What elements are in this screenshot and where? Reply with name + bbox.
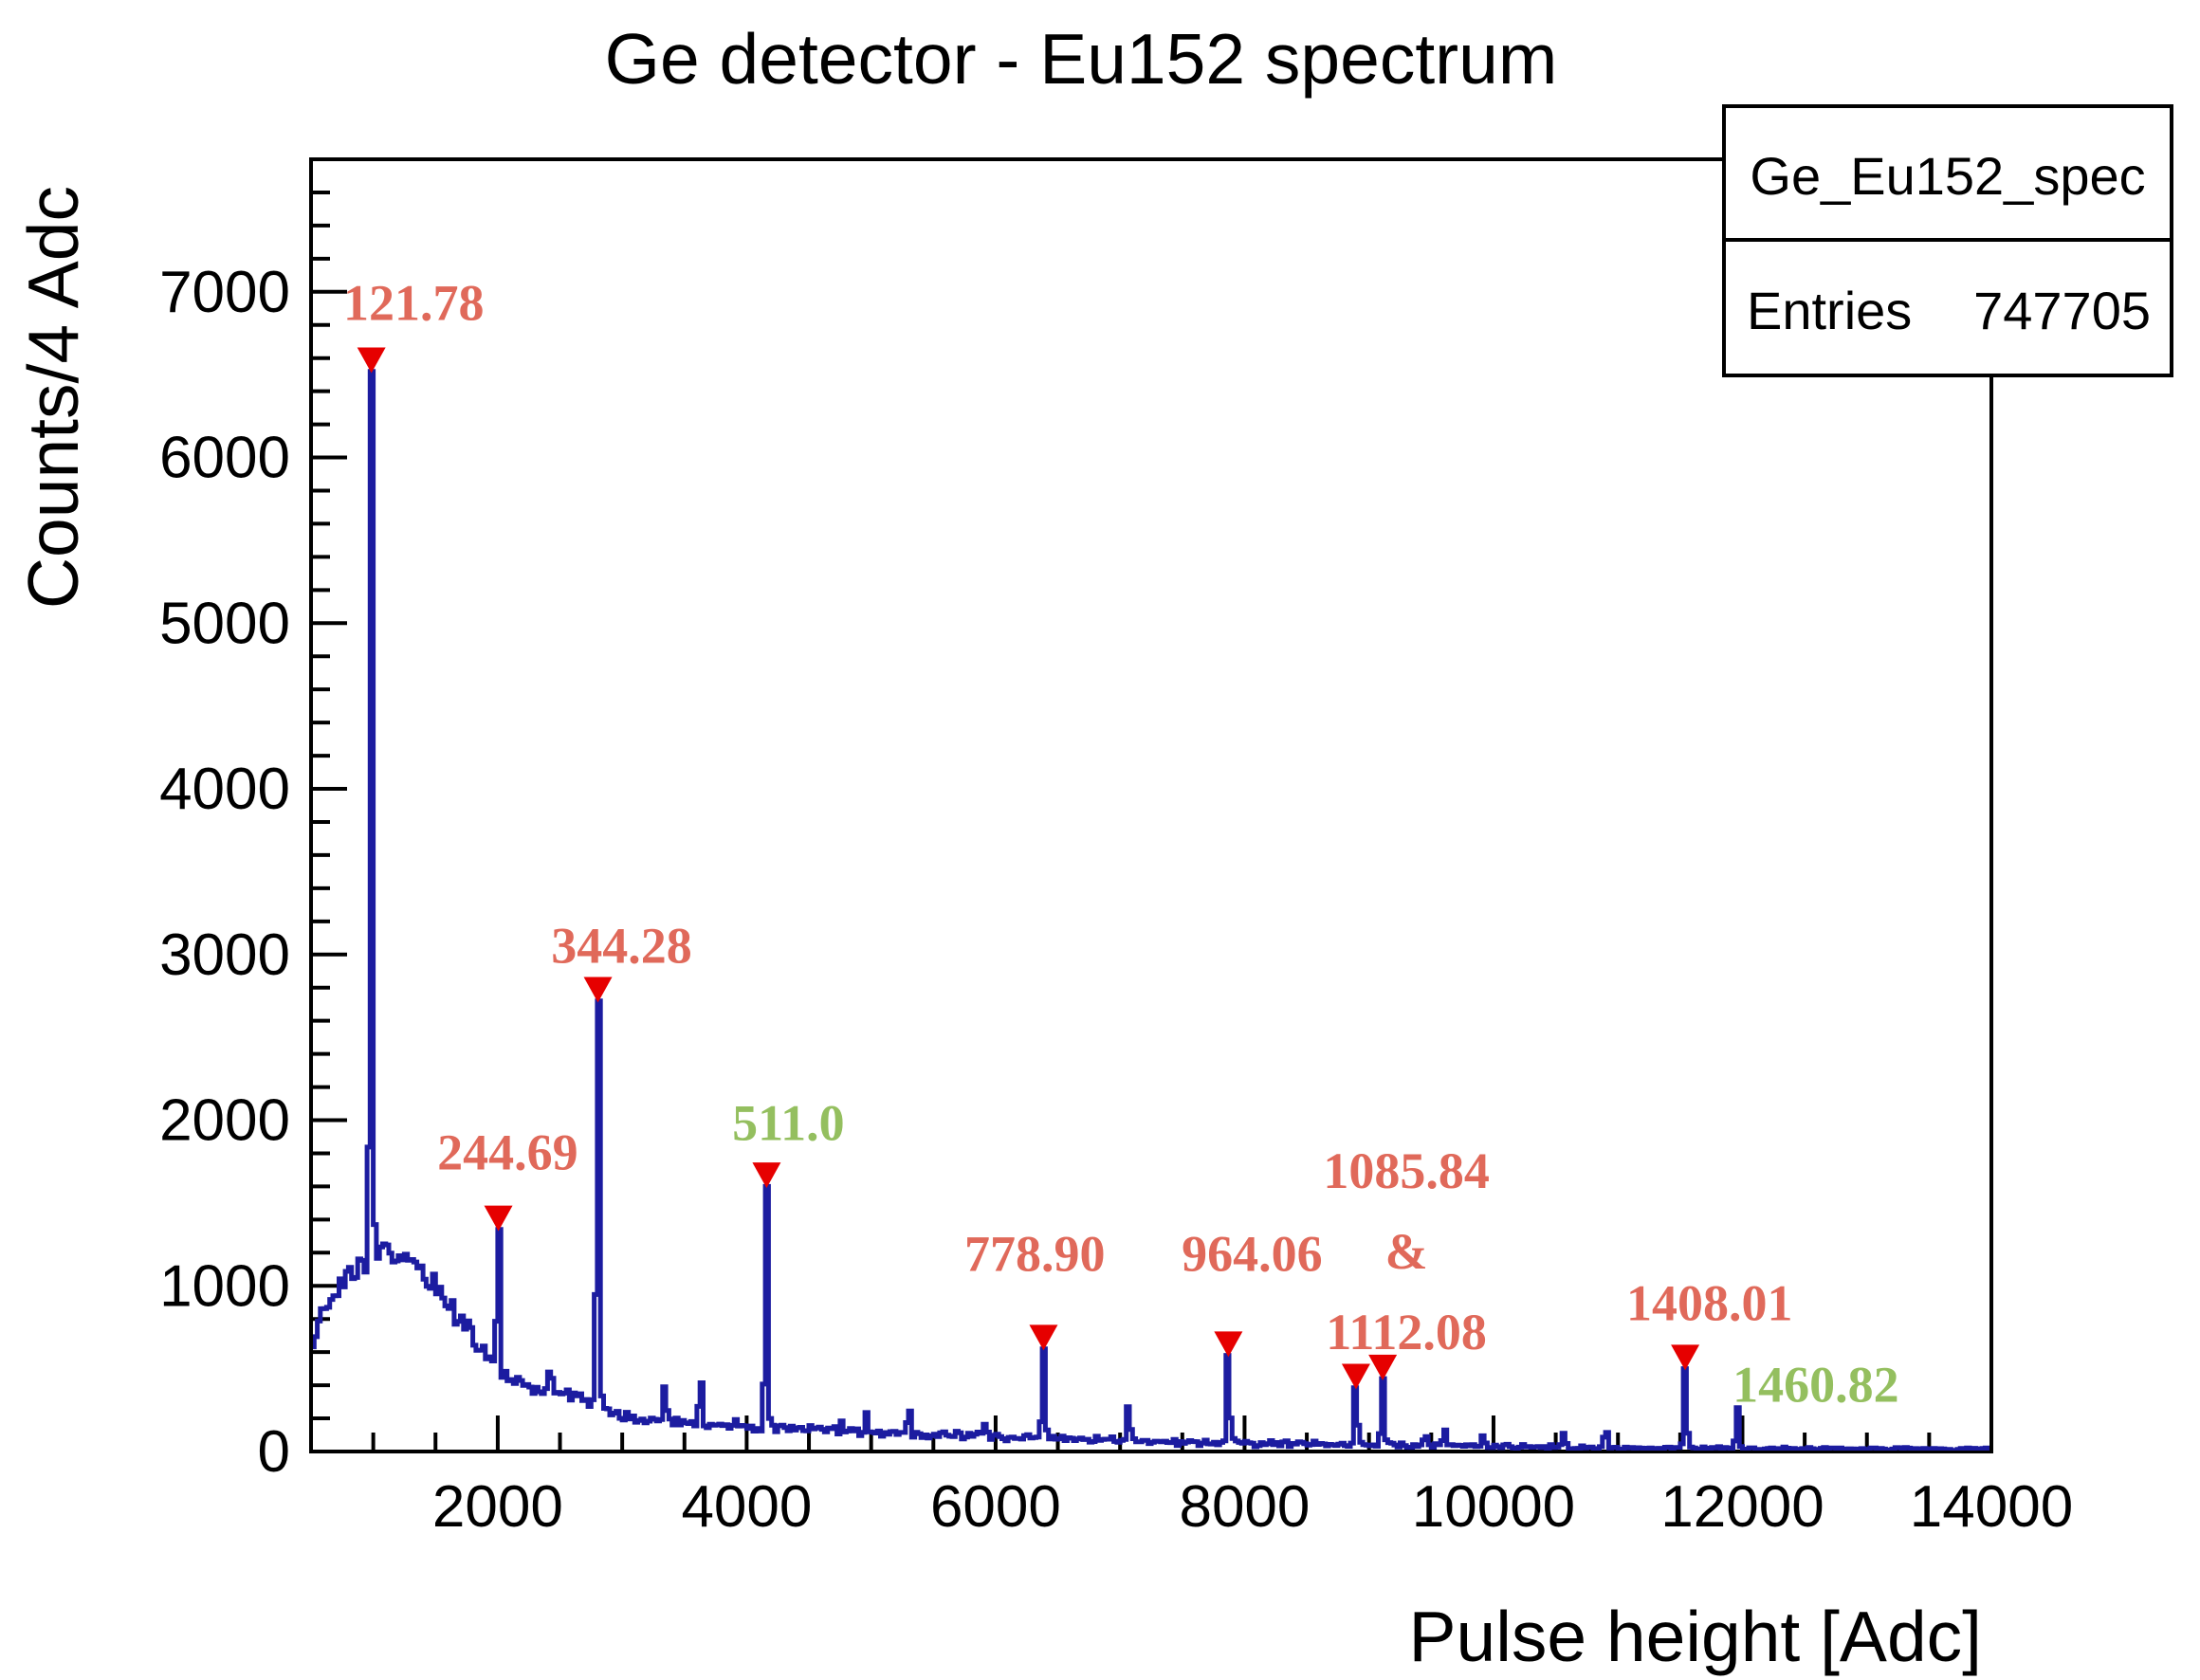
x-axis-title: Pulse height [Adc] — [1408, 1597, 1982, 1676]
peak-energy-label: & — [1385, 1223, 1428, 1280]
peak-marker-triangle-icon — [1368, 1354, 1398, 1380]
y-tick-label: 2000 — [159, 1088, 290, 1154]
peak-energy-label: 1460.82 — [1732, 1356, 1899, 1413]
stats-box: Ge_Eu152_spec Entries 747705 — [1722, 104, 2173, 377]
x-tick-label: 2000 — [432, 1474, 563, 1540]
peak-marker-triangle-icon — [1214, 1331, 1243, 1358]
x-tick-label: 4000 — [681, 1474, 812, 1540]
x-axis-tick-labels: 2000 4000 6000 8000 10000 12000 14000 — [432, 1474, 2073, 1540]
x-tick-label: 14000 — [1910, 1474, 2073, 1540]
peak-energy-label: 511.0 — [732, 1094, 845, 1151]
y-tick-label: 1000 — [159, 1253, 290, 1319]
peak-energy-label: 244.69 — [437, 1124, 578, 1181]
peak-energy-label: 778.90 — [964, 1225, 1106, 1282]
stats-box-entries-label: Entries — [1747, 281, 1912, 340]
y-axis-title: Counts/4 Adc — [13, 186, 93, 609]
x-tick-label: 12000 — [1660, 1474, 1824, 1540]
peak-energy-labels: 121.78 244.69 344.28 511.0 778.90 964.061085.… — [343, 274, 1899, 1413]
y-tick-label: 0 — [258, 1419, 290, 1485]
x-tick-label: 8000 — [1179, 1474, 1310, 1540]
peak-energy-label: 1085.84 — [1323, 1142, 1490, 1199]
chart-title: Ge detector - Eu152 spectrum — [605, 19, 1558, 99]
y-tick-label: 4000 — [159, 757, 290, 822]
peak-markers — [357, 347, 1700, 1390]
y-axis-tick-labels: 0 1000 2000 3000 4000 5000 6000 7000 — [159, 260, 290, 1485]
y-tick-label: 5000 — [159, 591, 290, 656]
peak-marker-triangle-icon — [752, 1162, 781, 1189]
x-tick-label: 10000 — [1412, 1474, 1575, 1540]
peak-energy-label: 964.06 — [1182, 1225, 1323, 1282]
peak-marker-triangle-icon — [484, 1205, 513, 1232]
peak-marker-triangle-icon — [1341, 1363, 1370, 1390]
peak-marker-triangle-icon — [1029, 1324, 1058, 1351]
peak-energy-label: 1408.01 — [1626, 1275, 1793, 1332]
peak-marker-triangle-icon — [1671, 1344, 1700, 1371]
y-tick-label: 7000 — [159, 260, 290, 325]
stats-box-entries-value: 747705 — [1973, 281, 2151, 340]
y-tick-label: 6000 — [159, 426, 290, 491]
peak-energy-label: 1112.08 — [1326, 1304, 1487, 1360]
x-tick-label: 6000 — [930, 1474, 1061, 1540]
peak-marker-triangle-icon — [357, 347, 386, 374]
spectrum-histogram-line — [313, 369, 1989, 1451]
stats-box-histogram-name: Ge_Eu152_spec — [1750, 146, 2145, 206]
peak-energy-label: 121.78 — [343, 274, 485, 331]
y-tick-label: 3000 — [159, 922, 290, 988]
peak-marker-triangle-icon — [583, 977, 613, 1003]
plot-frame — [309, 157, 1993, 1453]
peak-energy-label: 344.28 — [551, 917, 692, 974]
